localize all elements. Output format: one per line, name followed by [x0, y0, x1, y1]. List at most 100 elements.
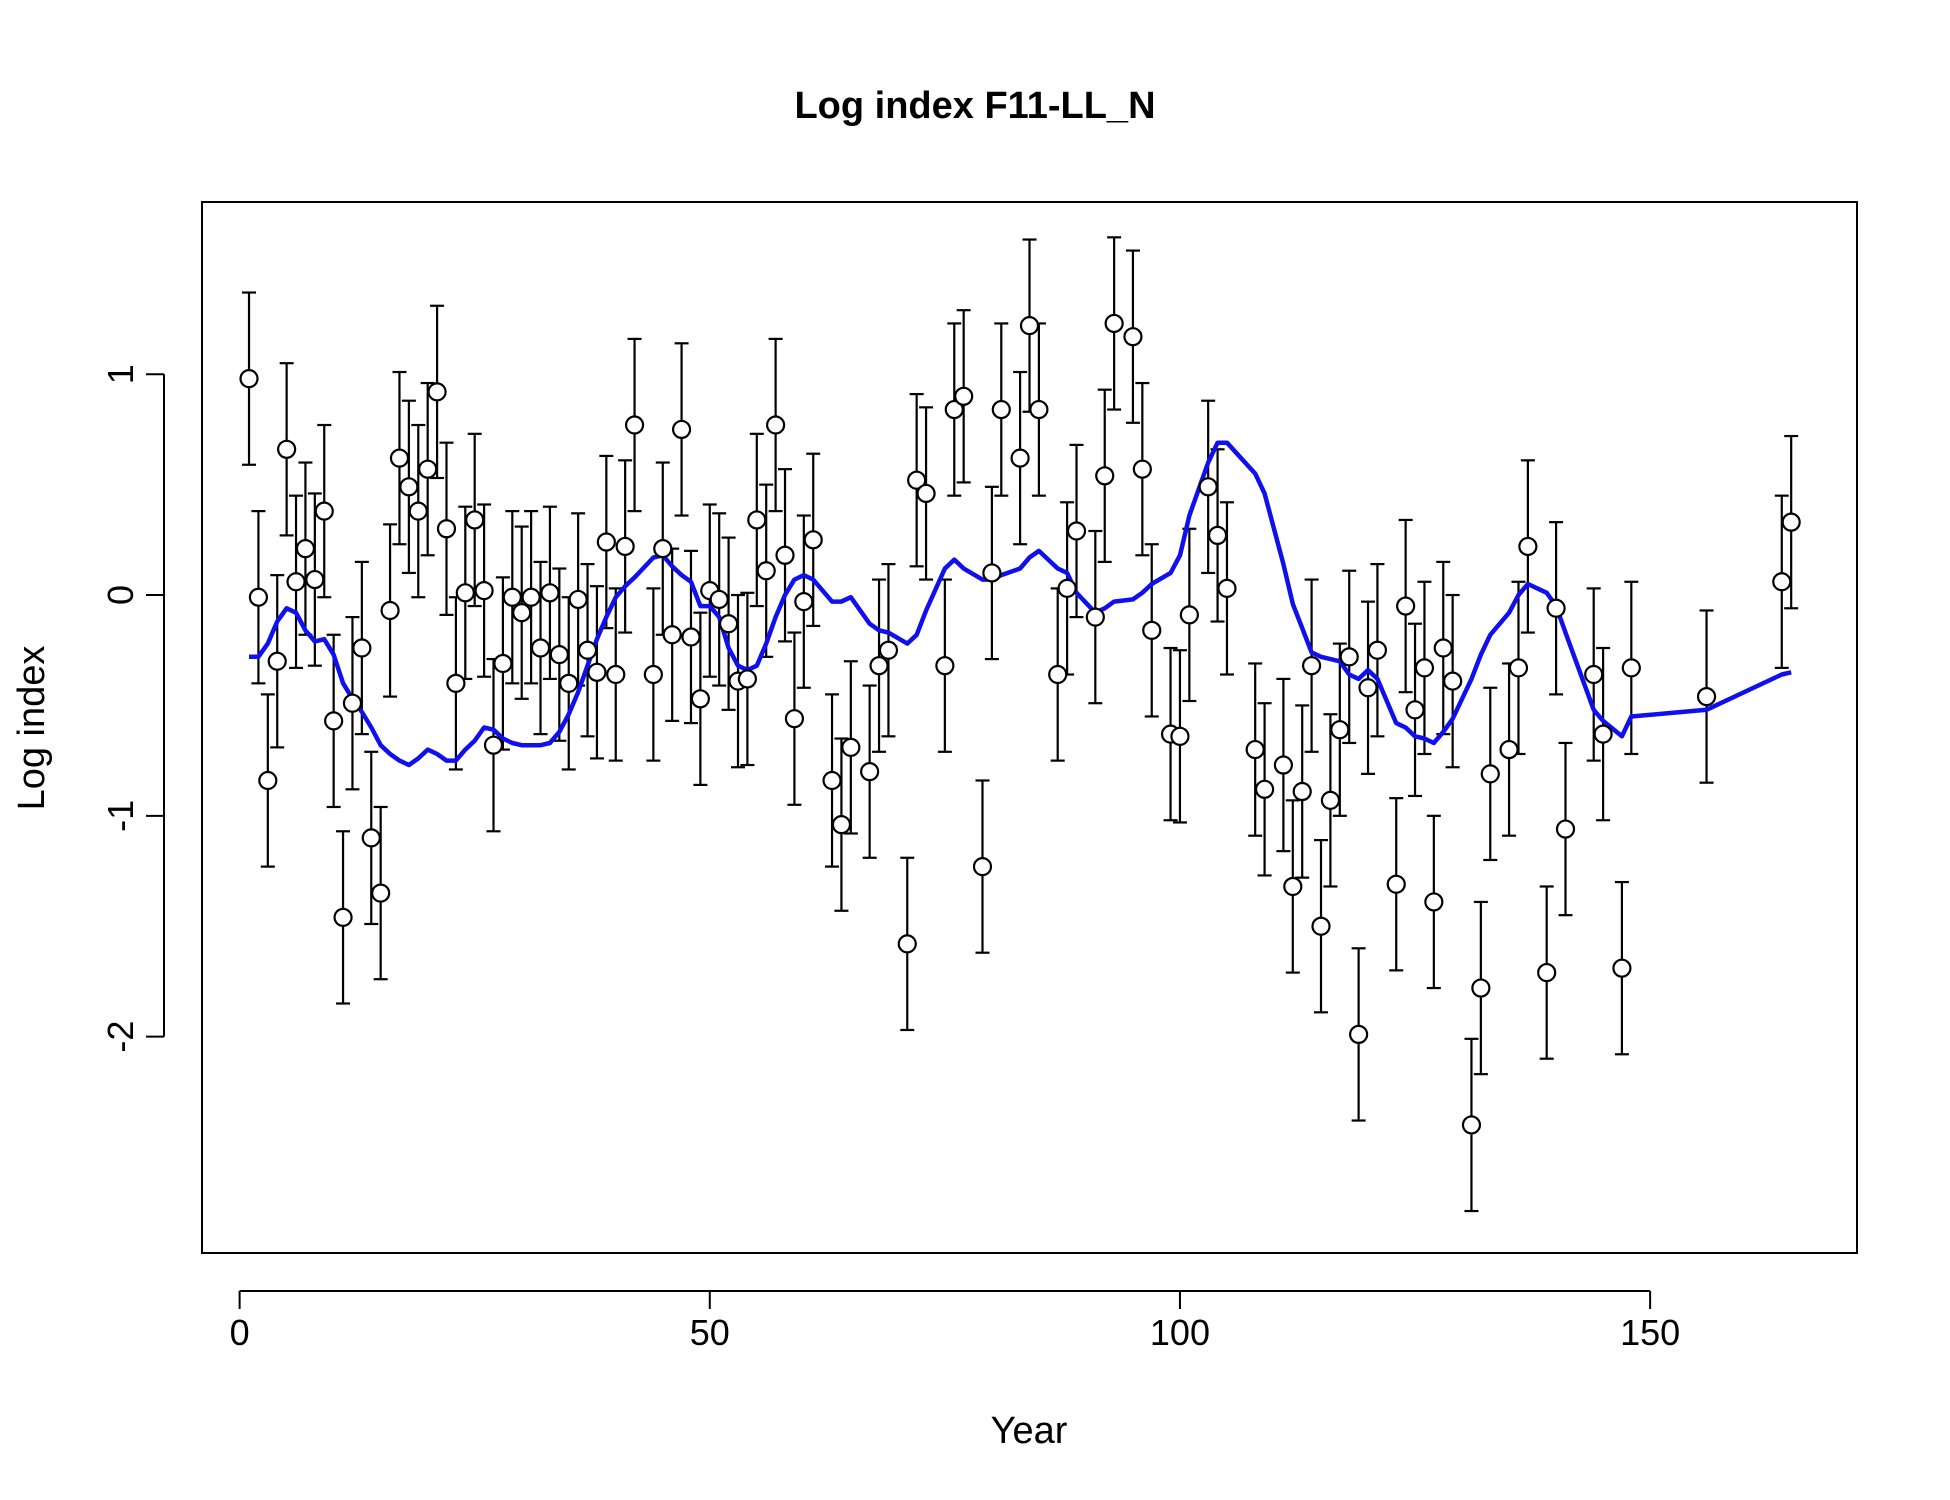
plot-frame — [201, 201, 1858, 1254]
data-point — [568, 589, 588, 610]
y-tick-label: -2 — [100, 1021, 141, 1053]
data-point — [690, 689, 710, 709]
data-point — [314, 501, 334, 521]
data-point — [1283, 876, 1303, 897]
data-point — [1424, 892, 1444, 912]
data-point — [1132, 459, 1152, 479]
data-point — [841, 737, 861, 757]
data-point — [1207, 525, 1228, 546]
data-point — [860, 762, 880, 782]
data-point — [1320, 790, 1341, 810]
data-point — [1179, 605, 1199, 625]
data-point — [784, 709, 805, 729]
x-axis-label: Year — [991, 1410, 1068, 1452]
y-tick-label: -1 — [100, 800, 141, 832]
x-tick-label: 0 — [230, 1312, 250, 1353]
data-point — [587, 662, 607, 682]
data-point — [1367, 640, 1388, 660]
data-point — [333, 907, 353, 927]
data-point — [653, 539, 673, 559]
data-point — [1396, 596, 1416, 616]
data-point — [916, 483, 936, 504]
data-point — [248, 587, 269, 607]
data-point — [399, 477, 419, 497]
data-point — [1273, 755, 1293, 775]
data-point — [1142, 620, 1162, 640]
data-point — [512, 603, 532, 623]
data-point — [878, 640, 899, 660]
data-point — [1555, 819, 1576, 839]
data-point — [1048, 664, 1068, 685]
data-point — [935, 656, 955, 676]
data-point — [747, 510, 767, 530]
data-point — [1508, 658, 1529, 678]
data-point — [1198, 477, 1218, 497]
data-point — [1471, 978, 1491, 998]
data-point — [897, 934, 917, 954]
data-point — [972, 857, 993, 877]
data-point — [1339, 647, 1359, 667]
data-point — [1461, 1115, 1482, 1135]
data-point — [342, 693, 363, 713]
data-point — [408, 501, 428, 521]
y-tick-label: 0 — [100, 585, 141, 605]
data-point — [766, 415, 786, 435]
data-point — [559, 673, 579, 693]
data-point — [483, 735, 504, 755]
y-axis-label: Log index — [11, 646, 53, 811]
data-point — [775, 545, 795, 565]
data-point — [756, 561, 776, 581]
data-point — [389, 448, 410, 468]
data-point — [1414, 658, 1435, 678]
data-point — [324, 711, 344, 731]
data-point — [1480, 764, 1500, 784]
x-tick-label: 50 — [690, 1312, 730, 1353]
data-point — [1781, 512, 1801, 532]
data-point — [624, 415, 645, 435]
data-point — [794, 592, 814, 612]
data-point — [1217, 578, 1237, 598]
data-point — [361, 828, 381, 848]
data-point — [418, 459, 438, 479]
data-point — [465, 510, 485, 530]
data-point — [1772, 572, 1792, 592]
data-point — [615, 536, 635, 557]
data-point — [277, 439, 297, 459]
data-point — [991, 399, 1011, 420]
data-point — [455, 583, 475, 603]
data-point — [1104, 313, 1124, 334]
data-point — [352, 638, 372, 658]
data-point — [1433, 638, 1453, 658]
chart-title: Log index F11-LL_N — [794, 85, 1155, 127]
data-point — [869, 656, 889, 676]
fitted-line — [249, 440, 1792, 768]
x-tick-label: 150 — [1620, 1312, 1680, 1353]
data-point — [671, 419, 692, 440]
data-point — [1311, 916, 1331, 936]
data-point — [1405, 700, 1425, 720]
data-point — [1010, 448, 1030, 468]
data-point — [267, 651, 287, 671]
data-point — [1029, 399, 1049, 420]
data-point — [737, 669, 757, 689]
data-point — [530, 638, 551, 658]
data-point — [1386, 874, 1406, 894]
data-point — [1546, 598, 1566, 618]
data-point — [549, 645, 569, 665]
data-point — [286, 572, 306, 592]
data-point — [1696, 686, 1717, 707]
error-bars — [242, 236, 1799, 1213]
data-point — [596, 532, 616, 552]
data-point — [831, 815, 852, 835]
data-point — [1292, 781, 1312, 802]
data-point — [540, 583, 560, 603]
data-point — [681, 627, 701, 647]
data-point — [718, 614, 739, 634]
data-point — [1057, 578, 1077, 598]
data-point — [643, 664, 663, 685]
data-point — [1621, 658, 1641, 678]
y-axis: -2 -1 0 1 — [100, 364, 165, 1053]
data-point — [577, 640, 598, 660]
data-point — [1085, 607, 1105, 627]
y-tick-label: 1 — [100, 364, 141, 384]
